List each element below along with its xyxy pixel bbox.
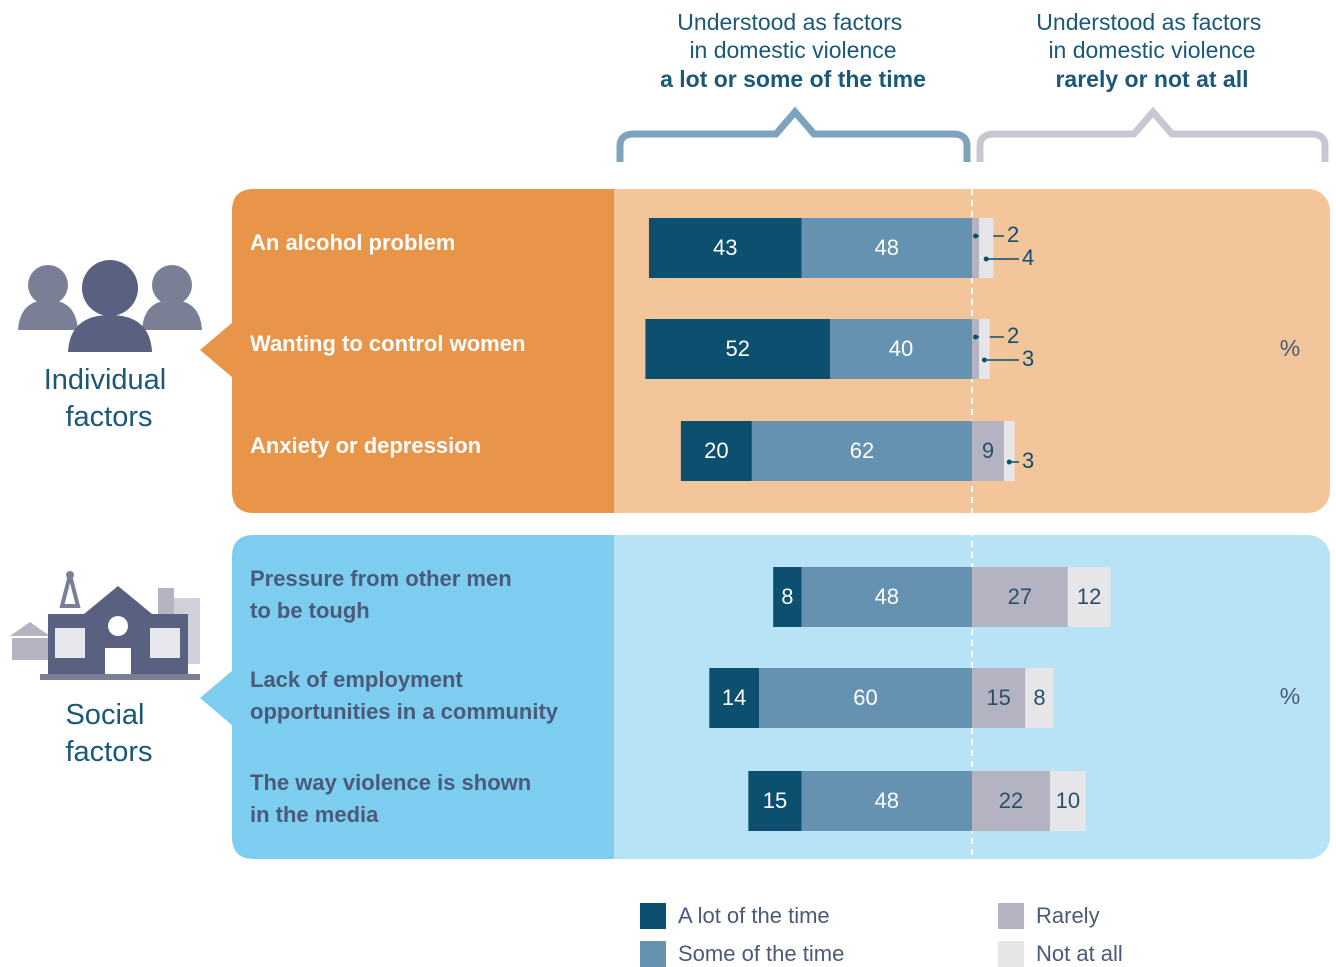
- bar-segment: [680, 421, 752, 481]
- value-label: 2: [1007, 222, 1019, 247]
- bar-segment: [645, 319, 830, 379]
- value-label: 20: [704, 438, 728, 463]
- legend-swatch: [640, 941, 666, 967]
- bar-segment: [979, 218, 994, 278]
- legend-swatch: [998, 941, 1024, 967]
- value-label: 27: [1008, 584, 1032, 609]
- value-label: 60: [853, 685, 877, 710]
- category-label: Lack of employment opportunities in a co…: [250, 667, 559, 724]
- leader-dot: [1006, 459, 1012, 465]
- bar-segment: [1003, 421, 1015, 481]
- pointer: [200, 670, 233, 726]
- people-icon: [18, 260, 202, 352]
- value-label: 14: [722, 685, 746, 710]
- bar-segment: [972, 319, 980, 379]
- legend-label: Not at all: [1036, 941, 1123, 966]
- bar-segment: [801, 771, 972, 831]
- leader-dot: [973, 334, 979, 340]
- value-label: 3: [1022, 448, 1034, 473]
- bar-segment: [972, 421, 1004, 481]
- bracket: [976, 106, 1329, 162]
- bar-segment: [1067, 567, 1111, 627]
- bar-segment: [1050, 771, 1086, 831]
- bar-segment: [801, 218, 972, 278]
- category-label: The way violence is shown in the media: [250, 770, 537, 827]
- legend-swatch: [640, 903, 666, 929]
- value-label: 9: [982, 438, 994, 463]
- value-label: 40: [889, 336, 913, 361]
- bar-segment: [751, 421, 972, 481]
- legend-swatch: [998, 903, 1024, 929]
- value-label: 52: [725, 336, 749, 361]
- unit-label: %: [1280, 335, 1300, 361]
- bar-segment: [648, 218, 802, 278]
- category-label: Anxiety or depression: [250, 433, 481, 458]
- bar-segment: [972, 771, 1051, 831]
- bar-segment: [1025, 668, 1054, 728]
- bracket: [616, 106, 971, 162]
- value-label: 48: [875, 584, 899, 609]
- value-label: 62: [850, 438, 874, 463]
- leader-dot: [981, 357, 987, 363]
- bar-segment: [972, 218, 980, 278]
- value-label: 8: [781, 584, 793, 609]
- value-label: 22: [999, 788, 1023, 813]
- value-label: 2: [1007, 323, 1019, 348]
- value-label: 3: [1022, 346, 1034, 371]
- header-text: Understood as factors in domestic violen…: [1036, 9, 1267, 63]
- header-text: Understood as factors in domestic violen…: [677, 9, 908, 63]
- value-label: 15: [986, 685, 1010, 710]
- pointer: [200, 322, 233, 378]
- category-label: An alcohol problem: [250, 230, 455, 255]
- value-label: 43: [713, 235, 737, 260]
- bar-segment: [801, 567, 972, 627]
- legend-label: Some of the time: [678, 941, 844, 966]
- bar-segment: [759, 668, 972, 728]
- value-label: 48: [875, 235, 899, 260]
- header-emphasis: rarely or not at all: [1055, 66, 1248, 92]
- value-label: 4: [1022, 245, 1034, 270]
- group-label: Social factors: [65, 699, 152, 768]
- leader-dot: [973, 233, 979, 239]
- bar-segment: [830, 319, 972, 379]
- panel-label-bg: [232, 189, 614, 513]
- bar-segment: [748, 771, 802, 831]
- leader-dot: [983, 256, 989, 262]
- category-label: Wanting to control women: [250, 331, 525, 356]
- category-label: Pressure from other men to be tough: [250, 566, 518, 623]
- value-label: 8: [1033, 685, 1045, 710]
- value-label: 10: [1056, 788, 1080, 813]
- bar-segment: [972, 567, 1068, 627]
- value-label: 12: [1077, 584, 1101, 609]
- bar-segment: [972, 668, 1026, 728]
- building-icon: [10, 571, 200, 680]
- bar-segment: [773, 567, 802, 627]
- unit-label: %: [1280, 683, 1300, 709]
- bar-segment: [979, 319, 990, 379]
- header-emphasis: a lot or some of the time: [660, 66, 926, 92]
- panel-label-bg: [232, 535, 614, 859]
- value-label: 15: [763, 788, 787, 813]
- group-label: Individual factors: [44, 364, 175, 433]
- legend-label: Rarely: [1036, 903, 1100, 928]
- value-label: 48: [875, 788, 899, 813]
- bar-segment: [709, 668, 759, 728]
- legend-label: A lot of the time: [678, 903, 830, 928]
